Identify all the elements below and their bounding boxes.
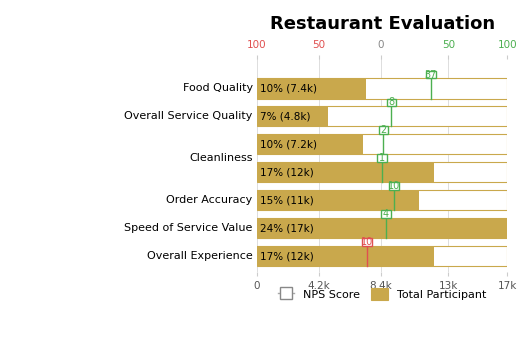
Text: Overall Service Quality: Overall Service Quality (124, 111, 253, 121)
Bar (257, 134, 363, 154)
Text: 1: 1 (379, 153, 385, 163)
Bar (257, 246, 507, 266)
Bar (389, 182, 399, 190)
Bar (362, 238, 372, 246)
Text: 24% (17k): 24% (17k) (260, 223, 313, 233)
Text: Cleanliness: Cleanliness (189, 153, 253, 163)
Text: 10: 10 (361, 237, 373, 247)
Bar (257, 162, 507, 182)
Text: 10: 10 (388, 181, 400, 191)
Bar (377, 154, 387, 162)
Text: 10% (7.4k): 10% (7.4k) (260, 83, 317, 93)
Text: 17% (12k): 17% (12k) (260, 167, 313, 177)
Bar (257, 78, 366, 99)
Text: 15% (11k): 15% (11k) (260, 195, 313, 205)
Bar (257, 162, 434, 182)
Legend: NPS Score, Total Participant: NPS Score, Total Participant (273, 284, 491, 304)
Bar (379, 126, 388, 134)
Bar (426, 71, 436, 78)
Bar (257, 106, 507, 126)
Bar (381, 210, 391, 218)
Bar (257, 78, 507, 99)
Bar (257, 190, 419, 210)
Text: 37: 37 (425, 70, 437, 80)
Text: 17% (12k): 17% (12k) (260, 251, 313, 261)
Text: Overall Experience: Overall Experience (147, 251, 253, 261)
Bar (257, 218, 507, 238)
Text: 7% (4.8k): 7% (4.8k) (260, 111, 310, 121)
Bar (257, 190, 507, 210)
Text: Speed of Service Value: Speed of Service Value (124, 223, 253, 233)
Bar (257, 134, 507, 154)
Bar (387, 99, 396, 106)
Title: Restaurant Evaluation: Restaurant Evaluation (270, 15, 495, 33)
Text: 2: 2 (380, 125, 386, 135)
Bar (257, 218, 507, 238)
Text: 8: 8 (388, 98, 395, 108)
Bar (257, 246, 434, 266)
Text: 4: 4 (383, 209, 389, 219)
Text: Order Accuracy: Order Accuracy (167, 195, 253, 205)
Text: 10% (7.2k): 10% (7.2k) (260, 140, 317, 149)
Text: Food Quality: Food Quality (182, 83, 253, 93)
Bar (257, 106, 328, 126)
